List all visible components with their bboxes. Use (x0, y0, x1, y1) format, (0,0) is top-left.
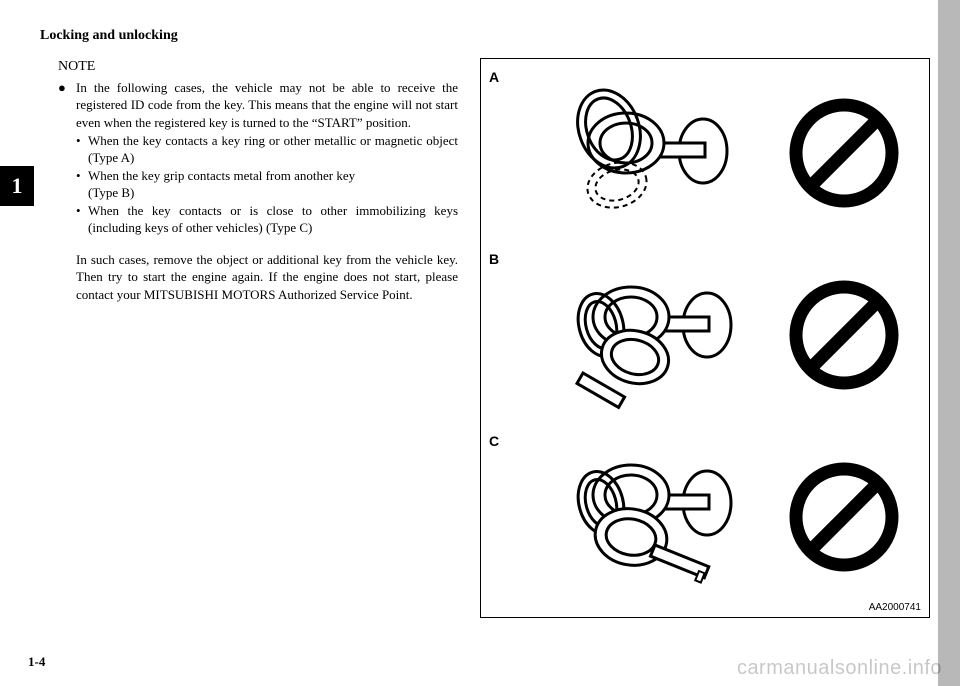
main-bullet: ● In the following cases, the vehicle ma… (58, 79, 458, 132)
body-row: 1 NOTE ● In the following cases, the veh… (28, 58, 910, 618)
page-number: 1-4 (28, 654, 45, 670)
cell-label-a: A (489, 69, 499, 85)
page-edge-shadow (938, 0, 960, 686)
sub2-line1: When the key grip contacts metal from an… (88, 168, 355, 183)
sub-bullet-1-text: When the key contacts a key ring or othe… (88, 132, 458, 167)
key-illustration-c (531, 437, 781, 597)
prohibit-icon (789, 98, 899, 208)
figure-cell-a: A (481, 63, 929, 243)
watermark: carmanualsonline.info (737, 657, 942, 680)
manual-page: Locking and unlocking 1 NOTE ● In the fo… (0, 0, 938, 686)
closing-paragraph: In such cases, remove the object or addi… (76, 251, 458, 304)
cell-label-b: B (489, 251, 499, 267)
sub-bullet-1: • When the key contacts a key ring or ot… (76, 132, 458, 167)
sub-symbol: • (76, 167, 88, 202)
figure-column: A (480, 58, 930, 618)
sub2-line2: (Type B) (88, 185, 134, 200)
sub-symbol: • (76, 132, 88, 167)
note-label: NOTE (58, 58, 458, 77)
section-header: Locking and unlocking (40, 28, 910, 44)
figure-cell-b: B (481, 245, 929, 425)
sub-symbol: • (76, 202, 88, 237)
prohibit-icon (789, 462, 899, 572)
figure-frame: A (480, 58, 930, 618)
sub-bullet-2: • When the key grip contacts metal from … (76, 167, 458, 202)
bullet-symbol: ● (58, 79, 76, 132)
key-illustration-a (531, 73, 781, 233)
key-illustration-b (531, 255, 781, 415)
sub-bullet-3: • When the key contacts or is close to o… (76, 202, 458, 237)
sub-bullet-2-text: When the key grip contacts metal from an… (88, 167, 458, 202)
text-column: NOTE ● In the following cases, the vehic… (58, 58, 458, 303)
cell-label-c: C (489, 433, 499, 449)
figure-cell-c: C (481, 427, 929, 607)
main-bullet-text: In the following cases, the vehicle may … (76, 79, 458, 132)
chapter-tab: 1 (0, 166, 34, 206)
prohibit-icon (789, 280, 899, 390)
sub-bullet-3-text: When the key contacts or is close to oth… (88, 202, 458, 237)
image-code: AA2000741 (869, 602, 921, 613)
